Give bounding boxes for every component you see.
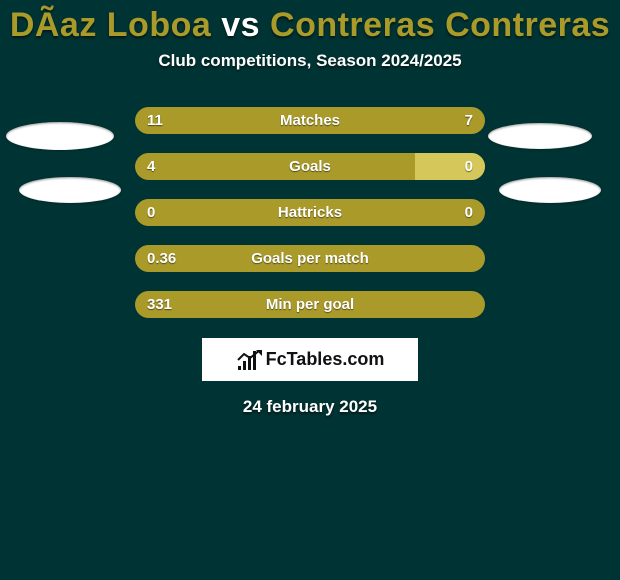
stat-row: 4Goals0 [135,153,485,180]
stat-right-value: 0 [465,199,473,226]
attribution-text: FcTables.com [266,349,385,370]
stat-row: 11Matches7 [135,107,485,134]
stat-label: Matches [135,107,485,134]
footer-date: 24 february 2025 [0,397,620,417]
stat-right-value: 0 [465,153,473,180]
stat-row: 0.36Goals per match [135,245,485,272]
decorative-ellipse [19,177,121,203]
subtitle: Club competitions, Season 2024/2025 [0,51,620,71]
decorative-ellipse [499,177,601,203]
player1-name: DÃ­az Loboa [10,6,211,44]
stat-row: 331Min per goal [135,291,485,318]
decorative-ellipse [6,122,114,150]
stat-label: Goals [135,153,485,180]
stat-row: 0Hattricks0 [135,199,485,226]
stat-label: Hattricks [135,199,485,226]
page-title: DÃ­az Loboa vs Contreras Contreras [0,0,620,45]
vs-separator: vs [221,6,260,44]
stat-right-value: 7 [465,107,473,134]
attribution-badge: FcTables.com [202,338,418,381]
stat-label: Min per goal [135,291,485,318]
decorative-ellipse [488,123,592,149]
player2-name: Contreras Contreras [270,6,610,44]
chart-icon [236,350,262,370]
stat-label: Goals per match [135,245,485,272]
stats-container: 11Matches74Goals00Hattricks00.36Goals pe… [135,107,485,318]
